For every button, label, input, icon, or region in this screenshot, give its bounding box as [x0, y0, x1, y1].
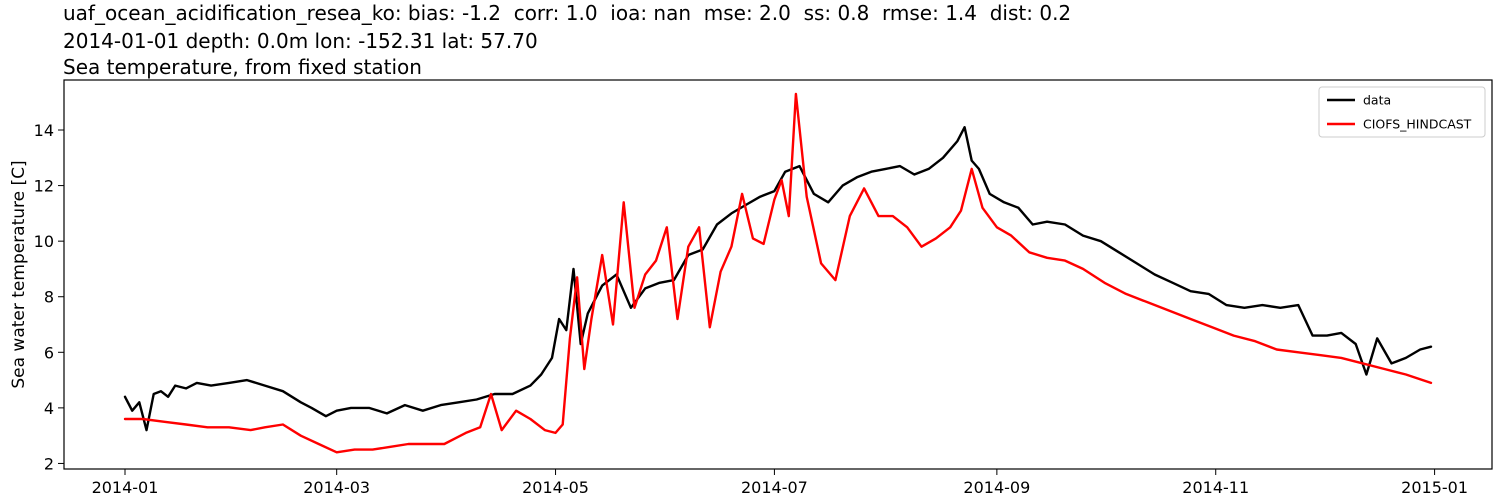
chart-title-variable: Sea temperature, from fixed station: [63, 55, 422, 79]
y-tick-label: 10: [34, 232, 54, 251]
y-axis: 2 4 6 8 10 12 14: [34, 121, 64, 473]
x-tick-label: 2014-03: [303, 478, 370, 497]
chart-title-location: 2014-01-01 depth: 0.0m lon: -152.31 lat:…: [63, 29, 538, 53]
series-line-0: [123, 125, 1433, 432]
x-axis: 2014-01 2014-03 2014-05 2014-07 2014-09 2014-…: [92, 469, 1468, 497]
y-tick-label: 12: [34, 177, 54, 196]
series-layer: [123, 92, 1433, 454]
series-line-1: [123, 92, 1433, 454]
legend-label-0: data: [1363, 93, 1391, 108]
chart-title-stats: uaf_ocean_acidification_resea_ko: bias: …: [63, 1, 1072, 25]
x-tick-label: 2014-07: [741, 478, 808, 497]
x-tick-label: 2014-09: [963, 478, 1030, 497]
y-tick-label: 6: [44, 343, 54, 362]
x-tick-label: 2014-05: [522, 478, 589, 497]
y-tick-label: 2: [44, 454, 54, 473]
legend-label-1: CIOFS_HINDCAST: [1363, 117, 1472, 132]
y-tick-label: 14: [34, 121, 54, 140]
legend: data CIOFS_HINDCAST: [1318, 86, 1486, 138]
x-tick-label: 2015-01: [1401, 478, 1468, 497]
plot-frame: [63, 79, 1493, 470]
y-axis-label: Sea water temperature [C]: [9, 160, 29, 388]
y-tick-label: 4: [44, 399, 54, 418]
x-tick-label: 2014-01: [92, 478, 159, 497]
y-tick-label: 8: [44, 288, 54, 307]
x-tick-label: 2014-11: [1182, 478, 1249, 497]
legend-box: [1318, 86, 1486, 138]
